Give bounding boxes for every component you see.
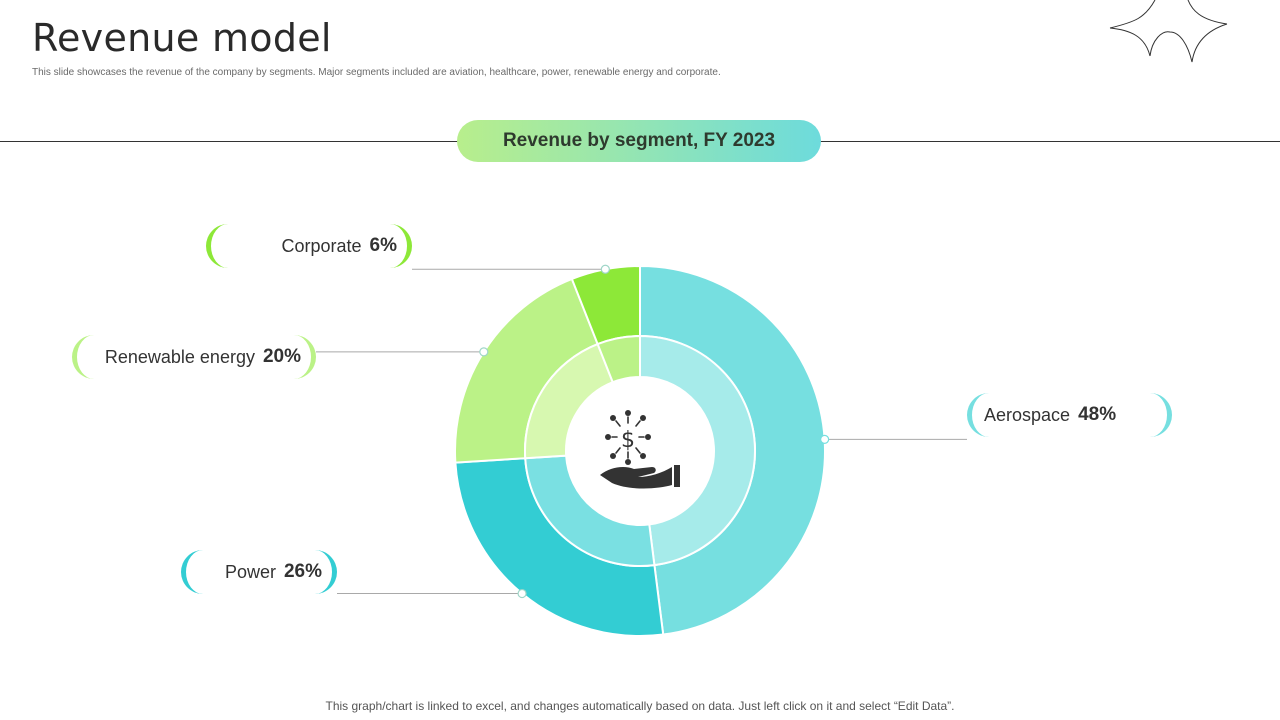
page-title: Revenue model — [32, 16, 332, 60]
leader-dot-aerospace — [820, 434, 830, 444]
callout-value: 26% — [283, 561, 322, 582]
callout-corporate: Corporate 6% — [206, 224, 412, 268]
callout-value: 6% — [369, 235, 397, 256]
callout-value: 48% — [1078, 404, 1117, 425]
money-hand-icon: $ — [600, 410, 680, 489]
donut-hole — [566, 377, 714, 525]
page-subtitle: This slide showcases the revenue of the … — [32, 67, 721, 78]
callout-renewable-energy: Renewable energy 20% — [72, 335, 316, 379]
chart-title-banner: Revenue by segment, FY 2023 — [457, 120, 821, 162]
leader-dot-power — [517, 588, 527, 599]
leader-dot-renewable-energy — [479, 347, 489, 357]
callout-power: Power 26% — [181, 550, 337, 594]
callout-label: Aerospace — [984, 404, 1071, 425]
leader-dot-corporate — [600, 264, 610, 274]
callout-label: Power — [224, 561, 276, 582]
star-outline-decoration — [1109, 0, 1228, 63]
callout-label: Corporate — [281, 235, 362, 256]
chart-footnote: This graph/chart is linked to excel, and… — [325, 699, 955, 713]
callout-label: Renewable energy — [104, 346, 255, 367]
callout-aerospace: Aerospace 48% — [967, 393, 1172, 437]
svg-text:$: $ — [621, 428, 635, 453]
callout-value: 20% — [262, 346, 301, 367]
